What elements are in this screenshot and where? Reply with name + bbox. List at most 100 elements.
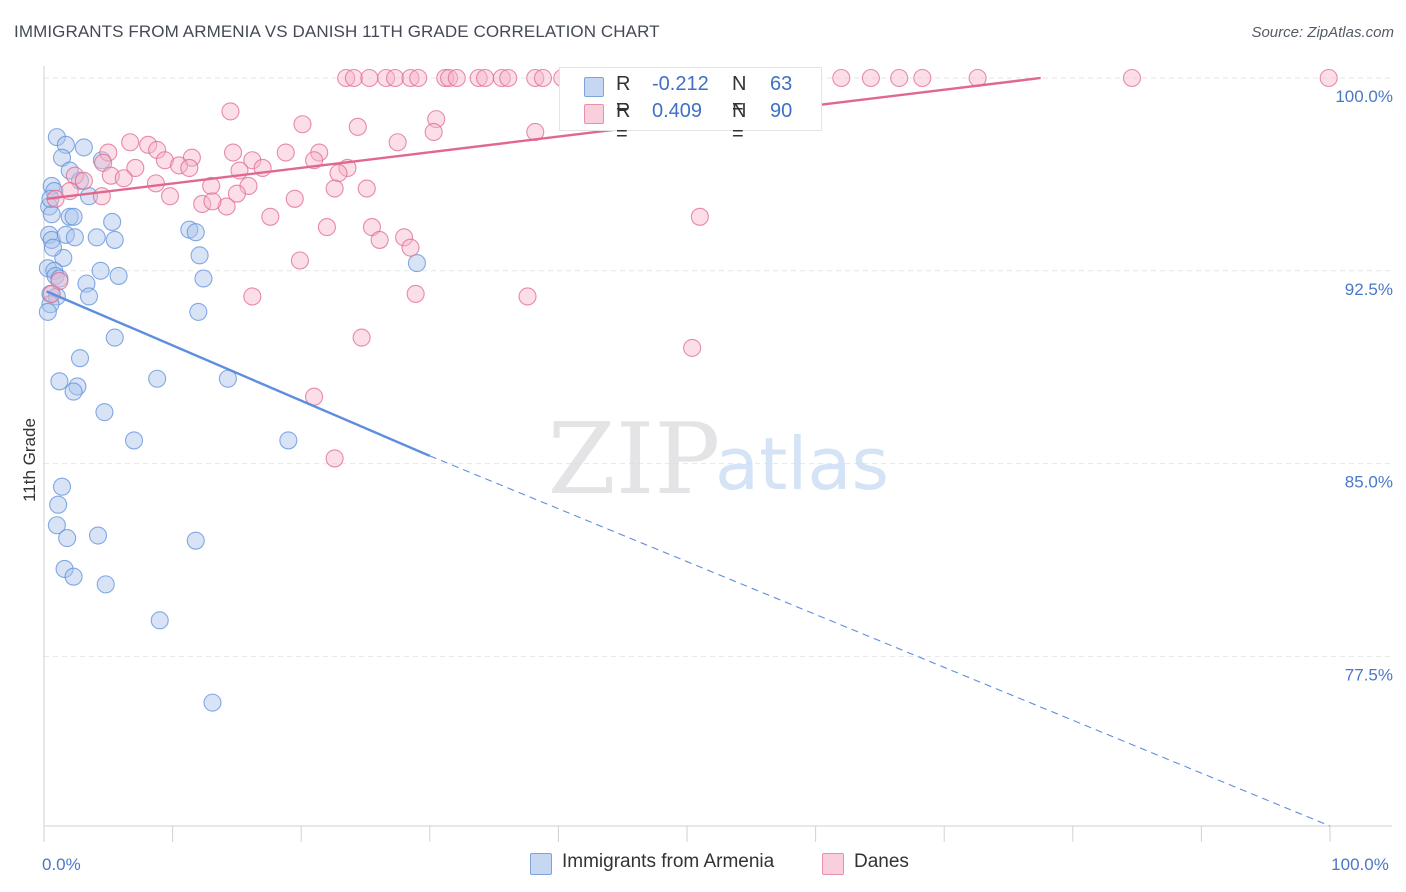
data-point: [221, 102, 240, 121]
x-tick-labels: 0.0% 100.0%: [42, 855, 1389, 874]
x-tick-label: 100.0%: [1331, 855, 1389, 874]
legend-n-value: 63: [770, 73, 793, 95]
data-point: [190, 246, 209, 265]
data-point: [1122, 68, 1142, 88]
data-point: [861, 68, 880, 88]
data-point: [683, 338, 702, 357]
data-point: [155, 151, 174, 170]
data-point: [890, 68, 909, 88]
chart-title: IMMIGRANTS FROM ARMENIA VS DANISH 11TH G…: [14, 22, 660, 41]
data-point: [105, 230, 124, 249]
y-tick-label: 92.5%: [1345, 280, 1393, 299]
legend-n-value: 90: [770, 100, 793, 122]
data-point: [189, 302, 208, 321]
watermark-zip: ZIP: [548, 403, 721, 517]
data-point: [533, 68, 553, 88]
data-point: [180, 158, 199, 178]
data-point: [499, 68, 518, 88]
bottom-legend-swatch-danes: [822, 853, 844, 875]
data-point: [42, 205, 61, 224]
y-tick-label: 100.0%: [1335, 87, 1393, 106]
data-point: [913, 68, 932, 88]
data-point: [146, 174, 165, 193]
data-point: [60, 207, 79, 226]
data-point: [109, 266, 128, 285]
data-point: [64, 382, 83, 401]
data-point: [103, 212, 122, 231]
data-point: [409, 68, 428, 88]
data-point: [279, 431, 298, 450]
data-point: [105, 328, 124, 347]
data-point: [370, 230, 389, 249]
y-tick-labels: 100.0% 92.5% 85.0% 77.5%: [1335, 87, 1393, 684]
data-point: [407, 254, 426, 273]
data-point: [832, 68, 851, 88]
data-point: [99, 143, 118, 162]
data-point: [42, 230, 61, 249]
data-point: [406, 284, 425, 303]
data-point: [276, 143, 295, 162]
legend: R = -0.212 N = 63 R = 0.409 N = 90: [559, 67, 822, 145]
data-point: [87, 228, 106, 247]
data-point: [148, 140, 167, 160]
data-point: [325, 179, 344, 198]
data-point: [114, 169, 133, 188]
data-point: [160, 187, 180, 206]
data-point: [58, 529, 77, 548]
legend-n-label: N =: [732, 100, 747, 145]
data-point: [203, 693, 222, 712]
x-tick-label: 0.0%: [42, 855, 81, 874]
data-point: [202, 176, 221, 196]
data-point: [193, 194, 212, 213]
data-point: [352, 328, 371, 347]
data-point: [348, 117, 367, 136]
data-point: [65, 228, 84, 247]
data-point: [88, 526, 108, 545]
y-tick-label: 85.0%: [1345, 473, 1393, 492]
data-point: [74, 171, 93, 190]
bottom-legend-label-danes: Danes: [854, 851, 909, 872]
data-point: [329, 164, 348, 183]
data-point: [38, 302, 57, 321]
trend-line-armenia: [46, 290, 431, 457]
data-point: [186, 223, 205, 242]
data-point: [91, 261, 110, 280]
data-point: [148, 369, 167, 388]
data-point: [447, 68, 466, 88]
data-point: [388, 133, 407, 152]
data-point: [74, 138, 93, 157]
data-point: [96, 575, 115, 594]
data-point: [526, 68, 545, 88]
data-point: [285, 189, 304, 208]
data-point: [139, 135, 158, 154]
watermark-atlas: atlas: [715, 422, 889, 506]
source-label: Source: ZipAtlas.com: [1251, 24, 1394, 41]
data-point: [344, 68, 363, 88]
data-point: [79, 287, 99, 306]
data-point: [337, 68, 356, 88]
data-point: [169, 156, 189, 175]
data-point: [50, 372, 69, 391]
data-point: [52, 477, 72, 496]
trend-line-extension-armenia: [429, 455, 1331, 827]
data-point: [47, 516, 66, 535]
data-point: [227, 184, 246, 203]
data-point: [492, 68, 511, 88]
data-point: [64, 207, 83, 226]
data-point: [293, 115, 312, 134]
data-point: [518, 287, 537, 306]
data-point: [64, 567, 83, 586]
data-point: [469, 68, 488, 88]
data-point: [401, 68, 420, 88]
legend-swatch-danes: [584, 104, 604, 124]
data-point: [186, 531, 205, 550]
data-point: [49, 495, 68, 514]
data-point: [290, 251, 309, 270]
series-armenia: [38, 128, 426, 712]
trend-lines: [46, 76, 1331, 827]
data-point: [317, 218, 336, 237]
data-point: [395, 228, 414, 247]
data-point: [243, 287, 262, 306]
data-point: [360, 68, 379, 88]
data-point: [43, 238, 63, 257]
